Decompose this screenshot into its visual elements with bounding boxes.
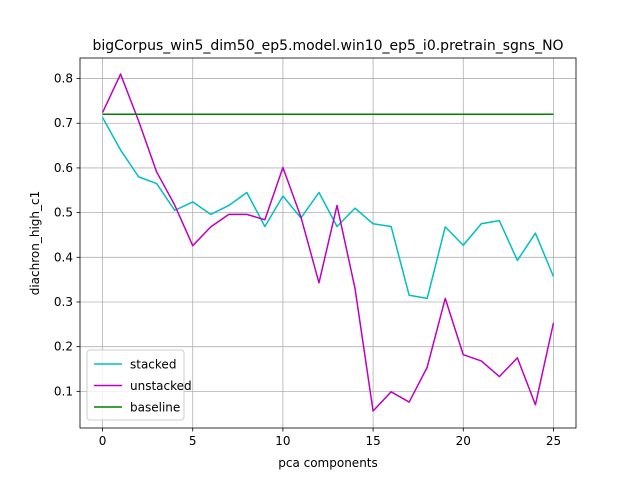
y-tick-label: 0.8 bbox=[54, 72, 73, 86]
x-tick-label: 15 bbox=[365, 434, 380, 448]
chart-title: bigCorpus_win5_dim50_ep5.model.win10_ep5… bbox=[92, 38, 563, 54]
series-line-unstacked bbox=[101, 73, 555, 412]
x-tick-label: 25 bbox=[546, 434, 561, 448]
y-tick-label: 0.7 bbox=[54, 116, 73, 130]
y-axis-title: diachron_high_c1 bbox=[28, 191, 42, 296]
series-line-stacked bbox=[101, 117, 555, 300]
legend-box bbox=[86, 349, 185, 421]
legend-label-baseline: baseline bbox=[130, 401, 180, 415]
y-tick-label: 0.3 bbox=[54, 295, 73, 309]
grid-lines bbox=[80, 58, 576, 428]
y-tick-label: 0.6 bbox=[54, 161, 73, 175]
data-series bbox=[101, 73, 555, 412]
x-tick-label: 0 bbox=[99, 434, 107, 448]
legend-label-unstacked: unstacked bbox=[130, 379, 192, 393]
legend-label-stacked: stacked bbox=[130, 358, 176, 372]
plot-area-frame bbox=[79, 57, 577, 429]
x-tick-label: 20 bbox=[456, 434, 471, 448]
x-tick-label: 10 bbox=[275, 434, 290, 448]
x-tick-label: 5 bbox=[189, 434, 197, 448]
y-tick-label: 0.4 bbox=[54, 250, 73, 264]
x-axis-title: pca components bbox=[278, 456, 378, 470]
y-tick-label: 0.5 bbox=[54, 206, 73, 220]
axis-ticks: 0 5 10 15 20 25 0.1 0.2 0.3 0.4 0.5 0.6 0.7 0.8 bbox=[54, 72, 561, 448]
y-tick-label: 0.1 bbox=[54, 384, 73, 398]
y-tick-label: 0.2 bbox=[54, 340, 73, 354]
legend: stacked unstacked baseline bbox=[86, 349, 192, 421]
